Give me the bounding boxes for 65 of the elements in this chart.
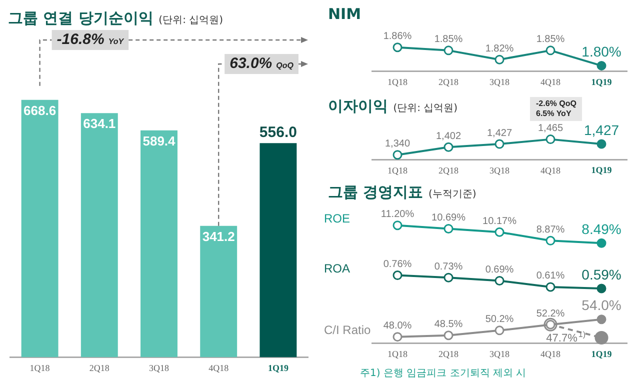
data-label: 10.17% — [482, 216, 517, 227]
data-label: 48.0% — [383, 320, 412, 332]
data-label: 1,427 — [584, 122, 620, 138]
data-label: 1,427 — [486, 128, 512, 139]
data-label: 1.85% — [536, 34, 565, 46]
data-label: 556.0 — [259, 124, 297, 141]
x-tick-label: 4Q18 — [540, 76, 561, 87]
data-label: 8.49% — [582, 221, 622, 238]
chart-subtitle: (단위: 십억원) — [158, 15, 224, 26]
text: 주1) 은행 임금피크 조기퇴직 제외 시 — [359, 367, 528, 380]
chart-subtitle: (단위: 십억원) — [393, 103, 458, 114]
data-label: 1.82% — [485, 43, 514, 54]
text: -2.6% QoQ — [536, 99, 576, 108]
x-tick-label: 3Q18 — [490, 348, 510, 359]
x-tick-label: 4Q18 — [540, 348, 561, 359]
data-label: 1.85% — [434, 34, 463, 46]
data-label: 0.61% — [536, 270, 565, 282]
x-tick-label: 2Q18 — [438, 348, 459, 359]
data-label: 634.1 — [83, 116, 116, 132]
annotation: -16.8% YoY — [56, 31, 124, 48]
data-label: 1,402 — [436, 130, 462, 142]
data-label: 54.0% — [582, 297, 622, 314]
data-label: 1.80% — [582, 44, 622, 60]
x-tick-label: 4Q18 — [540, 165, 561, 176]
x-tick-label: 4Q18 — [208, 362, 230, 373]
x-tick-label: 1Q18 — [388, 165, 408, 176]
x-tick-label: 3Q18 — [490, 165, 510, 176]
data-label: 11.20% — [380, 209, 414, 220]
data-label: 589.4 — [142, 133, 176, 148]
data-label: 0.73% — [434, 261, 463, 272]
x-tick-label: 1Q19 — [268, 362, 289, 373]
data-label: 50.2% — [485, 314, 514, 326]
x-tick-label: 2Q18 — [438, 76, 459, 87]
chart-title: 이자이익 — [328, 97, 388, 115]
data-label: 1.86% — [383, 31, 412, 42]
series-label: C/I Ratio — [324, 323, 372, 338]
x-tick-label: 1Q18 — [388, 76, 408, 87]
annotation: 63.0% QoQ — [230, 55, 294, 72]
data-label: 0.59% — [582, 266, 622, 282]
x-tick-label: 3Q18 — [149, 362, 170, 373]
data-label: 10.69% — [432, 212, 466, 224]
x-tick-label: 1Q18 — [388, 348, 408, 359]
data-label: 52.2% — [536, 308, 565, 320]
x-tick-label: 2Q18 — [89, 362, 110, 373]
data-label: 1,340 — [384, 138, 410, 150]
x-tick-label: 1Q19 — [591, 348, 612, 359]
x-tick-label: 1Q19 — [591, 76, 612, 87]
chart-title: 그룹 연결 당기순이익 — [8, 9, 154, 27]
data-label: 668.6 — [24, 102, 56, 118]
chart-title: NIM — [327, 4, 362, 25]
data-label: 341.2 — [202, 228, 235, 244]
text: ROA — [324, 262, 350, 276]
text: ROE — [324, 212, 350, 226]
data-label: 8.87% — [536, 224, 565, 236]
chart-subtitle: (누적기준) — [428, 189, 476, 200]
text: 6.5% YoY — [536, 109, 572, 118]
x-tick-label: 2Q18 — [438, 165, 459, 176]
data-label: 0.69% — [485, 264, 514, 276]
data-label: 0.76% — [383, 259, 412, 270]
data-label: 48.5% — [434, 319, 463, 330]
x-tick-label: 3Q18 — [490, 76, 510, 87]
x-tick-label: 1Q19 — [591, 165, 612, 176]
chart-title: 그룹 경영지표 — [328, 183, 424, 201]
data-label: 1,465 — [538, 123, 564, 134]
x-tick-label: 1Q18 — [30, 362, 50, 373]
